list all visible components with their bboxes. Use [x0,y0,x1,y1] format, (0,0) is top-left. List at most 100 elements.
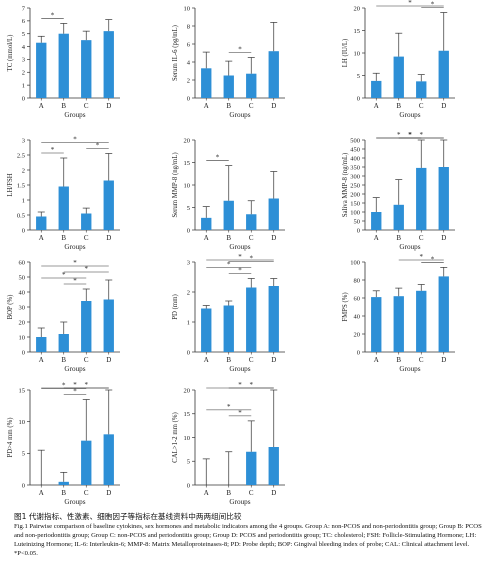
significance-star: * [431,1,435,9]
y-tick-label: 0 [187,482,190,489]
significance-star: * [62,382,66,390]
x-tick-label: D [106,489,111,497]
x-axis-title: Groups [399,243,420,251]
x-tick-label: C [419,102,424,110]
y-tick-label: 350 [350,164,360,171]
bar-D [438,50,449,98]
bar-D [438,276,449,352]
x-tick-label: C [419,356,424,364]
y-tick-label: 6 [22,18,26,25]
y-tick-label: 250 [350,182,360,189]
y-tick-label: 0 [22,482,25,489]
bar-C [416,81,427,98]
chart-panel-2: 0 2 4 6 8 10 Serum IL-6 (pg/mL) A B C D Groups * [172,5,285,119]
x-tick-label: C [84,356,89,364]
significance-star: * [408,131,412,139]
y-tick-label: 0 [357,227,360,234]
bar-C [246,287,257,352]
y-tick-label: 5 [357,73,360,80]
y-tick-label: 7 [22,5,26,12]
y-tick-label: 20 [184,137,191,144]
x-tick-label: D [106,234,111,242]
y-tick-label: 0 [357,349,360,356]
x-tick-label: C [419,234,424,242]
significance-star: * [420,253,424,261]
bar-B [58,334,69,352]
x-tick-label: D [106,356,111,364]
x-tick-label: D [441,234,446,242]
bar-D [438,167,449,230]
x-tick-label: A [204,356,209,364]
bar-D [103,299,114,352]
x-axis-title: Groups [64,111,85,119]
y-axis-label: Serum IL-6 (pg/mL) [172,25,179,81]
bar-B [223,305,234,352]
bar-B [58,186,69,230]
x-axis-title: Groups [64,243,85,251]
bar-D [103,434,114,485]
x-tick-label: D [106,102,111,110]
chart-panel-8: 0 1 2 3 PD (mm) A B C D Groups * * * * [172,253,285,373]
x-tick-label: A [39,356,44,364]
bar-C [246,451,257,485]
y-tick-label: 15 [184,411,191,418]
bar-D [103,31,114,99]
bar-C [81,40,92,98]
bar-B [393,296,404,352]
x-tick-label: B [226,102,231,110]
significance-star: * [73,277,77,285]
y-tick-label: 60 [354,295,361,302]
x-tick-label: B [226,234,231,242]
y-tick-label: 50 [19,274,26,281]
significance-star: * [250,381,254,389]
y-tick-label: 10 [354,50,361,57]
bar-B [223,75,234,98]
chart-panel-1: 0 1 2 3 4 5 6 7 TC (mmol/L) A B C D Groups * [7,5,120,119]
y-tick-label: 2 [187,289,190,296]
y-tick-label: 4 [22,44,26,51]
x-tick-label: B [61,356,66,364]
y-axis-label: BOP (%) [7,295,14,320]
y-tick-label: 40 [19,289,26,296]
bar-B [393,204,404,230]
significance-star: * [431,255,435,263]
significance-star: * [96,142,100,150]
y-axis-label: CAL>1-2 mm (%) [172,412,179,463]
y-axis-label: PD>4 mm (%) [7,417,14,457]
y-tick-label: 1 [187,319,190,326]
x-tick-label: B [61,489,66,497]
significance-star: * [238,46,242,54]
bar-A [371,80,382,98]
bar-C [81,301,92,352]
bar-C [246,214,257,230]
y-tick-label: 0 [22,95,25,102]
x-tick-label: D [441,356,446,364]
bar-D [268,447,279,485]
bar-A [201,308,212,352]
x-axis-title: Groups [229,111,250,119]
x-tick-label: B [226,489,231,497]
x-tick-label: C [249,489,254,497]
y-tick-label: 10 [184,182,191,189]
significance-star: * [85,265,89,273]
x-tick-label: B [396,234,401,242]
y-tick-label: 0 [187,227,190,234]
x-tick-label: D [271,234,276,242]
y-tick-label: 10 [184,435,191,442]
y-tick-label: 0 [187,95,190,102]
bar-A [371,297,382,352]
bar-A [36,337,47,352]
y-tick-label: 20 [354,331,361,338]
y-tick-label: 5 [22,451,25,458]
y-tick-label: 0 [22,349,25,356]
y-tick-label: 0 [357,95,360,102]
x-tick-label: A [204,489,209,497]
chart-panel-6: 0 50 100 150 200 250 300 350 400 450 500 Saliva MMP… [342,131,455,251]
y-tick-label: 100 [350,259,360,266]
bar-A [201,68,212,98]
bar-A [36,42,47,98]
y-tick-label: 5 [187,205,190,212]
y-tick-label: 2.5 [17,152,25,159]
significance-star: * [420,131,424,139]
